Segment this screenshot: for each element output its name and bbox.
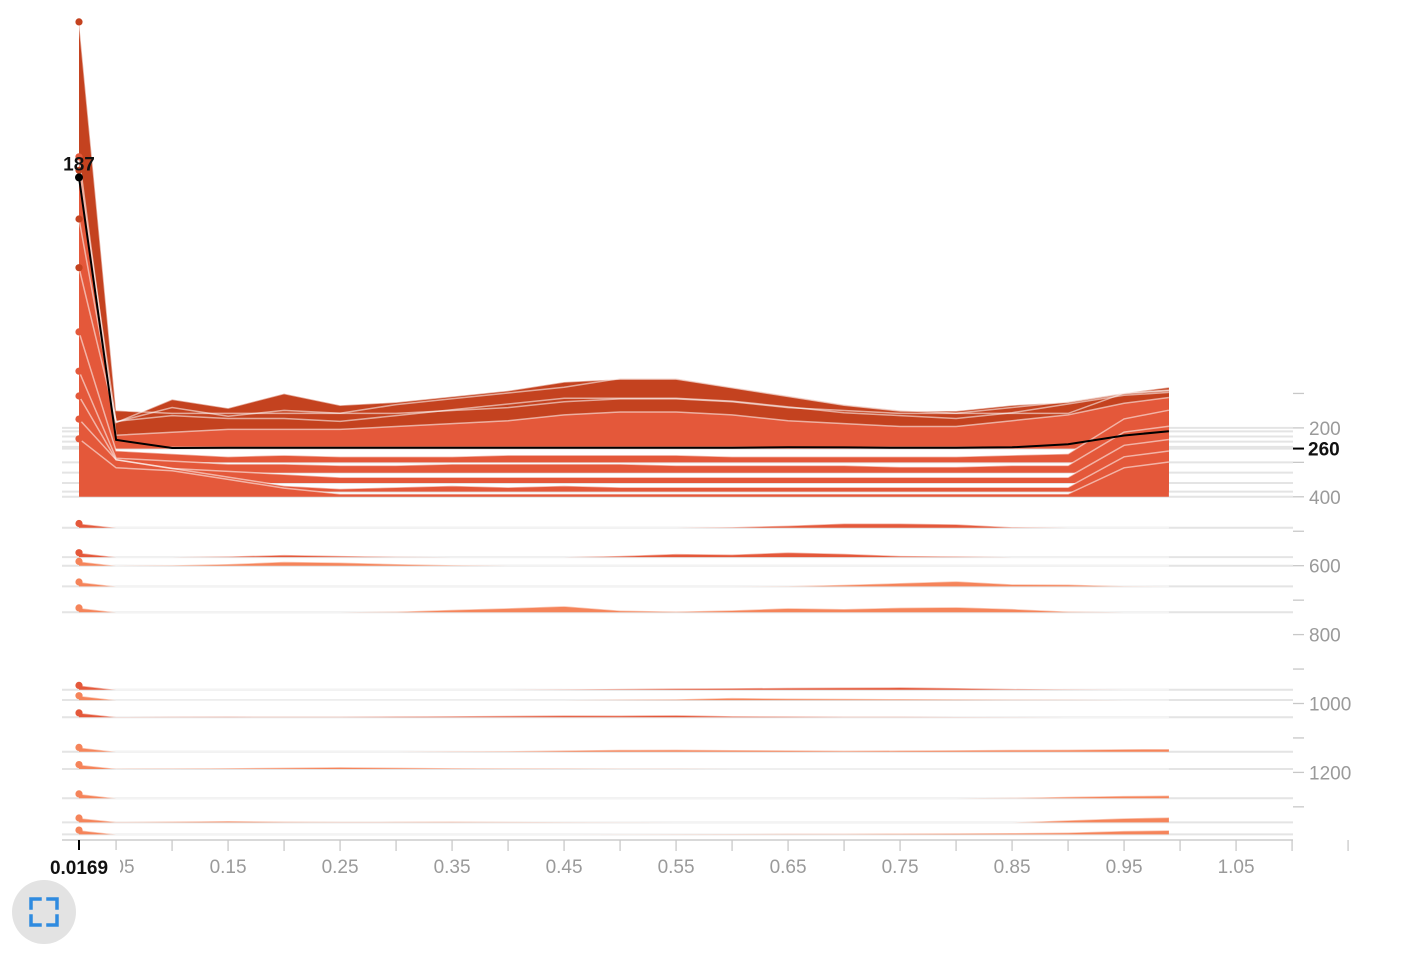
series-area <box>79 156 1169 447</box>
series-line <box>78 370 1169 468</box>
series-line <box>78 816 1169 824</box>
x-tick-label: 0.85 <box>994 857 1031 878</box>
x-tick-label: 0.75 <box>882 857 919 878</box>
series-line <box>78 418 1169 490</box>
series-line <box>78 605 1169 613</box>
series-area <box>79 830 1169 835</box>
series-start-dot <box>75 549 83 557</box>
series-area <box>79 21 1169 428</box>
series-line <box>78 712 1169 719</box>
highlight-line <box>78 177 1169 450</box>
series-start-dot <box>75 692 83 700</box>
fullscreen-icon <box>29 897 59 927</box>
series-line <box>78 267 1169 423</box>
series-start-dot <box>75 681 83 690</box>
highlight-y-label: 260 <box>1308 440 1340 461</box>
x-axis: 0.050.150.250.350.450.550.650.750.850.95… <box>62 839 1349 878</box>
x-tick-label: 1.05 <box>1218 857 1255 878</box>
series-area <box>79 438 1169 497</box>
y-axis: 200 400 600 800 1000 1200 <box>1293 392 1351 808</box>
ridge-lines <box>78 21 1170 836</box>
highlight-value-label: 187 <box>63 154 95 175</box>
series-start-dot <box>75 215 83 223</box>
x-tick-label: 0.65 <box>770 857 807 878</box>
series-start-dot <box>75 743 83 752</box>
series-line <box>78 829 1169 836</box>
series-line <box>78 694 1169 701</box>
highlight-series: 0.0169 260 187 <box>40 154 1340 880</box>
series-start-dot <box>75 18 83 26</box>
series-start-dot <box>75 153 83 161</box>
series-start-dot <box>75 435 83 443</box>
y-tick-label: 800 <box>1309 626 1341 647</box>
series-start-dot <box>75 166 83 174</box>
series-area <box>79 561 1169 566</box>
highlight-x-label-bg <box>40 850 120 880</box>
x-tick-label: 0.45 <box>546 857 583 878</box>
series-start-dot <box>75 557 83 566</box>
series-line <box>78 156 1169 436</box>
series-line <box>78 522 1169 529</box>
series-start-dots <box>75 18 83 834</box>
series-start-dot <box>75 814 83 822</box>
series-start-dot <box>75 415 83 423</box>
series-line <box>78 331 1170 458</box>
series-start-dot <box>75 519 83 528</box>
series-line <box>78 218 1169 423</box>
series-line <box>78 763 1169 770</box>
series-start-dot <box>75 709 83 717</box>
series-start-dot <box>75 761 83 769</box>
y-tick-label: 1000 <box>1309 695 1351 716</box>
series-start-dot <box>75 328 83 336</box>
x-tick-label: 0.35 <box>434 857 471 878</box>
series-line <box>78 560 1169 567</box>
x-tick-label: 0.95 <box>1106 857 1143 878</box>
series-start-dot <box>75 578 83 586</box>
x-tick-label: 0.55 <box>658 857 695 878</box>
series-line <box>78 551 1169 558</box>
series-start-dot <box>75 367 83 375</box>
y-tick-label: 600 <box>1309 557 1341 578</box>
series-line <box>78 793 1169 799</box>
series-line <box>78 684 1169 691</box>
series-line <box>78 746 1169 753</box>
y-tick-label: 200 <box>1309 419 1341 440</box>
fullscreen-button[interactable] <box>12 880 76 944</box>
series-line <box>78 21 1169 415</box>
series-start-dot <box>75 604 83 612</box>
y-tick-label: 400 <box>1309 488 1341 509</box>
highlight-x-label: 0.0169 <box>50 858 108 879</box>
series-area <box>79 685 1169 690</box>
series-start-dot <box>75 264 83 272</box>
series-area <box>79 581 1169 587</box>
series-start-dot <box>75 392 83 400</box>
series-area <box>79 523 1169 528</box>
highlight-point <box>75 173 83 182</box>
series-line <box>78 395 1169 478</box>
series-start-dot <box>75 826 83 834</box>
series-line <box>78 438 1169 495</box>
series-area <box>79 606 1169 613</box>
x-tick-label: 0.15 <box>210 857 247 878</box>
series-start-dot <box>75 790 83 798</box>
series-area <box>79 793 1169 799</box>
ridge-areas <box>79 21 1169 835</box>
series-line <box>78 580 1169 588</box>
y-tick-label: 1200 <box>1309 763 1351 784</box>
x-tick-label: 0.25 <box>322 857 359 878</box>
